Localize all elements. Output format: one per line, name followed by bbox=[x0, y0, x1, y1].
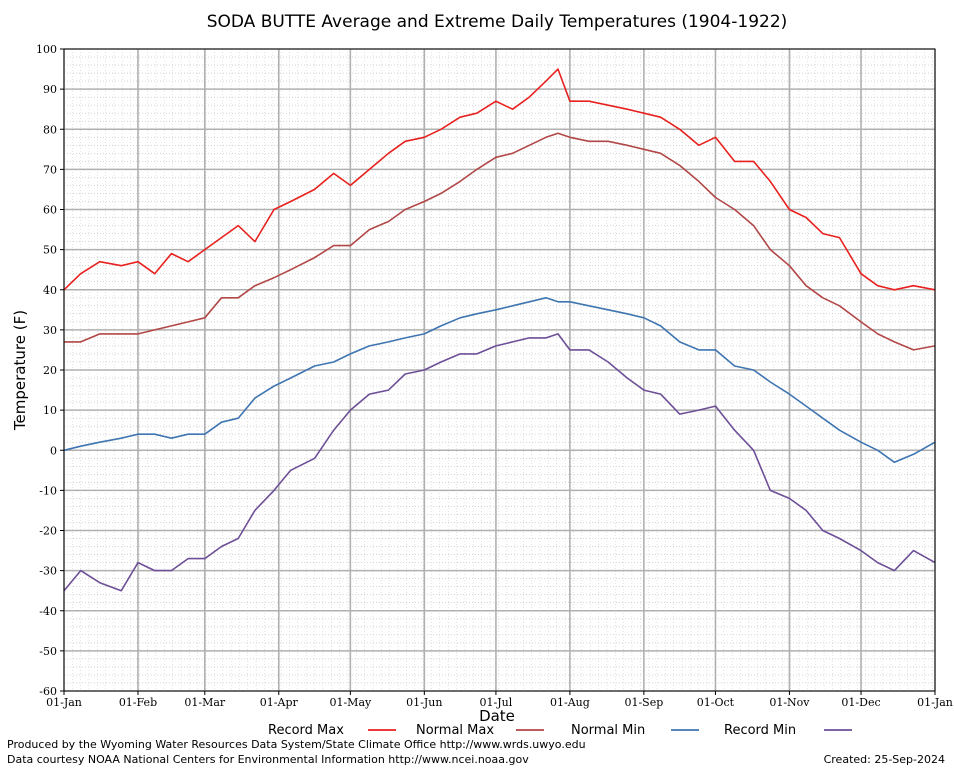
y-tick-label: -30 bbox=[39, 565, 57, 578]
y-tick-label: -50 bbox=[39, 645, 57, 658]
y-tick-label: 0 bbox=[50, 444, 57, 457]
x-tick-label: 01-Feb bbox=[119, 696, 157, 709]
legend-item-record-max: Record Max bbox=[268, 723, 396, 738]
x-tick-label: 01-Oct bbox=[697, 696, 735, 709]
x-tick-label: 01-Aug bbox=[550, 696, 590, 709]
y-tick-label: 80 bbox=[43, 123, 57, 136]
legend-label: Normal Max bbox=[416, 723, 494, 738]
series-line-record-min bbox=[63, 333, 936, 592]
y-tick-label: 60 bbox=[43, 204, 57, 217]
legend: Record Max Normal Max Normal Min Record Min bbox=[268, 723, 852, 738]
y-axis-label: Temperature (F) bbox=[11, 310, 29, 431]
x-tick-label: 01-Apr bbox=[260, 696, 299, 709]
y-tick-label: 30 bbox=[43, 324, 57, 337]
x-tick-label: 01-May bbox=[329, 696, 372, 709]
legend-label: Record Max bbox=[268, 723, 344, 738]
y-tick-label: -40 bbox=[39, 605, 57, 618]
legend-label: Normal Min bbox=[571, 723, 645, 738]
chart-title: SODA BUTTE Average and Extreme Daily Tem… bbox=[207, 12, 788, 32]
series-layer bbox=[63, 68, 936, 592]
legend-label: Record Min bbox=[724, 723, 796, 738]
x-tick-label: 01-Jul bbox=[480, 696, 513, 709]
y-tick-label: 50 bbox=[43, 244, 57, 257]
y-tick-label: 90 bbox=[43, 83, 57, 96]
x-tick-label: 01-Mar bbox=[184, 696, 226, 709]
x-tick-label: 01-Dec bbox=[841, 696, 880, 709]
created-date: Created: 25-Sep-2024 bbox=[824, 753, 945, 766]
credit-produced-by: Produced by the Wyoming Water Resources … bbox=[7, 738, 586, 751]
legend-item-record-min: Record Min bbox=[724, 723, 852, 738]
y-tick-label: 70 bbox=[43, 163, 57, 176]
y-tick-label: -20 bbox=[39, 525, 57, 538]
y-tick-label: 10 bbox=[43, 404, 57, 417]
y-tick-label: -10 bbox=[39, 484, 57, 497]
legend-item-normal-min: Normal Min bbox=[571, 723, 699, 738]
series-line-normal-max bbox=[64, 132, 936, 351]
y-tick-label: 20 bbox=[43, 364, 57, 377]
x-axis-label: Date bbox=[479, 707, 515, 725]
series-line-record-max bbox=[63, 68, 936, 291]
credit-data-courtesy: Data courtesy NOAA National Centers for … bbox=[7, 753, 529, 766]
x-tick-label: 01-Jan bbox=[917, 696, 953, 709]
x-tick-label: 01-Nov bbox=[769, 696, 810, 709]
x-tick-label: 01-Jun bbox=[406, 696, 442, 709]
x-tick-labels: 01-Jan 01-Feb 01-Mar 01-Apr 01-May 01-Jun 01-J… bbox=[46, 691, 953, 709]
x-tick-label: 01-Sep bbox=[624, 696, 663, 709]
x-tick-label: 01-Jan bbox=[46, 696, 82, 709]
y-tick-label: 100 bbox=[36, 43, 57, 56]
y-tick-label: 40 bbox=[43, 284, 57, 297]
y-tick-label: -60 bbox=[39, 685, 57, 698]
series-line-normal-min bbox=[63, 297, 936, 464]
legend-item-normal-max: Normal Max bbox=[416, 723, 544, 738]
